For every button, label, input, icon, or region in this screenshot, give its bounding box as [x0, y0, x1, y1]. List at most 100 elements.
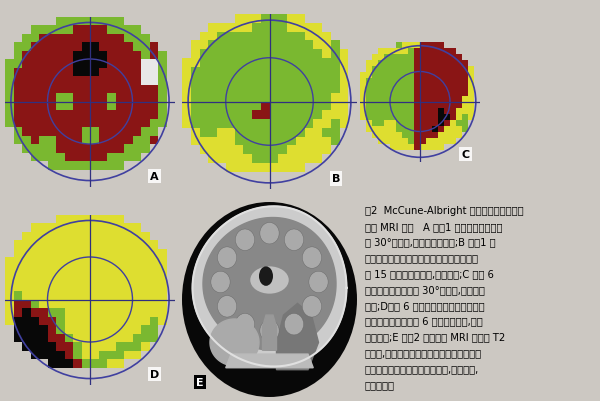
- Bar: [420, 72, 426, 78]
- Bar: [269, 32, 278, 41]
- Bar: [432, 126, 438, 132]
- Circle shape: [284, 229, 304, 251]
- Bar: [208, 102, 217, 111]
- Bar: [73, 153, 82, 162]
- Bar: [65, 317, 73, 325]
- Bar: [56, 342, 65, 350]
- Bar: [90, 257, 98, 266]
- Bar: [313, 137, 322, 146]
- Bar: [462, 102, 468, 108]
- Bar: [235, 111, 243, 120]
- Bar: [22, 94, 31, 102]
- Bar: [208, 137, 217, 146]
- Bar: [39, 257, 47, 266]
- Bar: [287, 128, 296, 137]
- Bar: [360, 90, 366, 96]
- Bar: [14, 85, 22, 94]
- Bar: [149, 300, 158, 308]
- Bar: [366, 120, 372, 126]
- Bar: [390, 90, 396, 96]
- Bar: [396, 96, 402, 102]
- Bar: [408, 66, 414, 72]
- Bar: [432, 66, 438, 72]
- Bar: [107, 43, 115, 51]
- Bar: [47, 274, 56, 283]
- Bar: [141, 68, 149, 77]
- Bar: [438, 138, 444, 144]
- Bar: [235, 146, 243, 155]
- Bar: [261, 85, 269, 93]
- Bar: [73, 241, 82, 249]
- Bar: [414, 108, 420, 114]
- Bar: [56, 26, 65, 34]
- Bar: [39, 266, 47, 274]
- Bar: [278, 24, 287, 32]
- Bar: [243, 93, 252, 102]
- Bar: [313, 128, 322, 137]
- Bar: [47, 77, 56, 85]
- Bar: [31, 26, 39, 34]
- Bar: [31, 145, 39, 153]
- Bar: [82, 342, 90, 350]
- Bar: [450, 132, 456, 138]
- Bar: [208, 76, 217, 85]
- Bar: [115, 317, 124, 325]
- Bar: [115, 18, 124, 26]
- Bar: [360, 114, 366, 120]
- Bar: [432, 138, 438, 144]
- Bar: [208, 24, 217, 32]
- Bar: [82, 102, 90, 111]
- Bar: [31, 325, 39, 334]
- Bar: [450, 102, 456, 108]
- Bar: [287, 120, 296, 128]
- Bar: [378, 84, 384, 90]
- Bar: [438, 144, 444, 150]
- Bar: [115, 51, 124, 60]
- Bar: [73, 334, 82, 342]
- Bar: [402, 60, 408, 66]
- Bar: [408, 60, 414, 66]
- Bar: [438, 120, 444, 126]
- Bar: [14, 241, 22, 249]
- Bar: [226, 155, 235, 163]
- Bar: [426, 108, 432, 114]
- Bar: [158, 266, 167, 274]
- Bar: [252, 137, 261, 146]
- Bar: [235, 24, 243, 32]
- Bar: [73, 249, 82, 257]
- Bar: [278, 59, 287, 67]
- Bar: [378, 126, 384, 132]
- Bar: [124, 223, 133, 232]
- Bar: [322, 102, 331, 111]
- Bar: [372, 66, 378, 72]
- Bar: [243, 15, 252, 24]
- Bar: [5, 257, 14, 266]
- Bar: [313, 146, 322, 155]
- Bar: [141, 283, 149, 291]
- Bar: [39, 291, 47, 300]
- Bar: [82, 283, 90, 291]
- Bar: [115, 119, 124, 128]
- Bar: [360, 78, 366, 84]
- Bar: [47, 223, 56, 232]
- Bar: [47, 300, 56, 308]
- Bar: [438, 66, 444, 72]
- Bar: [22, 34, 31, 43]
- Bar: [313, 67, 322, 76]
- Bar: [226, 128, 235, 137]
- Bar: [65, 77, 73, 85]
- Bar: [98, 266, 107, 274]
- Bar: [22, 68, 31, 77]
- Bar: [98, 94, 107, 102]
- Bar: [107, 249, 115, 257]
- Bar: [384, 78, 390, 84]
- Bar: [402, 84, 408, 90]
- Bar: [56, 119, 65, 128]
- Bar: [199, 120, 208, 128]
- Bar: [456, 90, 462, 96]
- Bar: [252, 15, 261, 24]
- Bar: [73, 85, 82, 94]
- Bar: [384, 108, 390, 114]
- Bar: [444, 120, 450, 126]
- Bar: [47, 136, 56, 145]
